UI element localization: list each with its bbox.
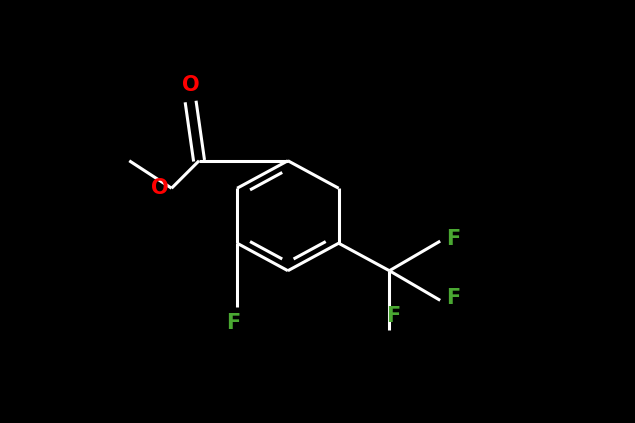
Text: O: O (182, 75, 199, 96)
Text: F: F (446, 288, 461, 308)
Text: F: F (385, 306, 400, 327)
Text: O: O (151, 178, 168, 198)
Text: F: F (446, 229, 461, 249)
Text: F: F (226, 313, 240, 333)
